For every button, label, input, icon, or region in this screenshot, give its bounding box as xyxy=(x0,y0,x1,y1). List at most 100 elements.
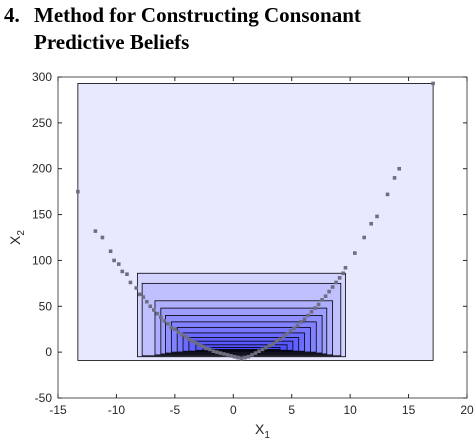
box xyxy=(209,347,281,350)
point xyxy=(295,323,300,328)
point xyxy=(194,341,198,345)
y-tick-label: 50 xyxy=(39,299,53,313)
point xyxy=(243,355,247,360)
point xyxy=(162,319,167,323)
y-tick-label: 100 xyxy=(32,253,52,267)
point xyxy=(190,339,195,343)
point xyxy=(285,332,289,336)
point xyxy=(169,325,174,330)
point xyxy=(316,302,321,307)
point xyxy=(201,344,205,349)
point xyxy=(173,327,177,332)
point xyxy=(313,306,317,310)
point xyxy=(116,262,121,266)
x-tick-label: 20 xyxy=(460,403,474,417)
y-tick-label: 200 xyxy=(32,162,52,176)
x-tick-label: -10 xyxy=(108,403,126,417)
point xyxy=(281,334,286,339)
point xyxy=(134,286,139,290)
point xyxy=(288,329,293,333)
point xyxy=(232,354,237,359)
x-tick-label: 0 xyxy=(230,403,237,417)
point xyxy=(323,294,328,298)
point xyxy=(187,337,191,342)
point xyxy=(166,321,170,326)
point xyxy=(208,347,212,352)
point xyxy=(341,271,345,276)
point xyxy=(76,189,80,194)
point xyxy=(148,304,153,309)
point xyxy=(183,334,188,339)
point xyxy=(152,308,156,312)
point xyxy=(159,315,163,320)
point xyxy=(375,214,379,219)
point xyxy=(257,349,261,354)
point xyxy=(250,353,254,357)
x-axis-label-main: X xyxy=(255,421,265,437)
point xyxy=(155,311,160,316)
point xyxy=(369,221,373,226)
point xyxy=(176,330,181,334)
point xyxy=(337,276,342,280)
point xyxy=(253,351,258,355)
point xyxy=(431,81,435,86)
section-title: Method for Constructing Consonant Predic… xyxy=(34,3,361,54)
point xyxy=(267,343,272,348)
section-number: 4. xyxy=(4,3,20,27)
x-tick-label: 10 xyxy=(343,403,357,417)
y-axis-label-sub: 2 xyxy=(16,230,27,236)
point xyxy=(120,269,125,274)
point xyxy=(236,355,240,360)
point xyxy=(392,176,397,180)
point xyxy=(292,326,296,331)
point xyxy=(309,309,314,314)
point xyxy=(260,347,265,352)
point xyxy=(211,349,216,354)
point xyxy=(278,337,282,342)
point xyxy=(343,265,348,270)
point xyxy=(215,350,219,354)
y-tick-label: -50 xyxy=(35,391,53,405)
point xyxy=(141,295,146,299)
point xyxy=(197,343,202,347)
point xyxy=(353,251,357,255)
point xyxy=(397,166,402,171)
point xyxy=(362,235,366,240)
x-tick-label: -5 xyxy=(170,403,181,417)
point xyxy=(180,332,184,337)
box xyxy=(176,326,311,353)
point xyxy=(299,320,303,324)
y-tick-label: 250 xyxy=(32,116,52,130)
point xyxy=(239,356,244,361)
point xyxy=(334,280,338,285)
point xyxy=(218,351,223,355)
point xyxy=(330,285,335,289)
y-axis-label: X2 xyxy=(7,230,27,245)
point xyxy=(302,317,307,321)
point xyxy=(145,299,149,304)
x-tick-label: -15 xyxy=(49,403,67,417)
point xyxy=(128,280,133,285)
x-axis-label-sub: 1 xyxy=(264,430,270,440)
point xyxy=(112,258,116,263)
point xyxy=(108,249,113,254)
point xyxy=(229,354,233,358)
y-tick-label: 300 xyxy=(32,70,52,84)
point xyxy=(264,345,268,350)
point xyxy=(93,229,98,233)
point xyxy=(306,313,310,318)
point xyxy=(222,352,226,356)
point xyxy=(100,235,105,240)
x-tick-label: 5 xyxy=(288,403,295,417)
point xyxy=(385,192,390,197)
point xyxy=(138,292,142,297)
y-tick-label: 150 xyxy=(32,208,52,222)
plot-frame xyxy=(57,76,468,399)
x-tick-label: 15 xyxy=(402,403,416,417)
y-tick-label: 0 xyxy=(45,345,52,359)
point xyxy=(271,342,275,346)
x-axis-label: X1 xyxy=(255,421,270,440)
point xyxy=(204,346,209,351)
